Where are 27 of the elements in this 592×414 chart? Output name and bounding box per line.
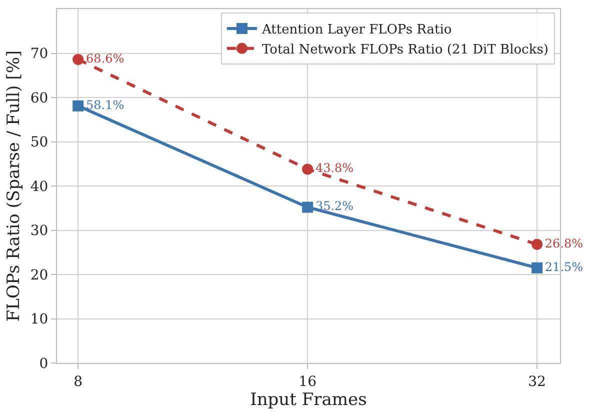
- y-tick-label: 40: [30, 178, 48, 195]
- x-tick-label: 8: [74, 374, 83, 390]
- point: [72, 54, 84, 65]
- x-axis-title: Input Frames: [250, 390, 367, 410]
- point: [302, 202, 314, 213]
- x-tick-label: 16: [298, 374, 317, 390]
- legend-label: Total Network FLOPs Ratio (21 DiT Blocks): [262, 42, 548, 58]
- data-label: 43.8%: [315, 161, 354, 176]
- legend-label: Attention Layer FLOPs Ratio: [260, 22, 452, 38]
- y-tick-label: 70: [30, 46, 48, 62]
- point: [532, 238, 543, 250]
- point: [532, 262, 543, 274]
- y-axis-title: FLOPs Ratio (Sparse / Full) [%]: [4, 50, 24, 322]
- y-tick-label: 30: [30, 223, 48, 240]
- y-tick-label: 50: [30, 134, 48, 151]
- point: [72, 100, 84, 112]
- data-label: 68.6%: [86, 51, 124, 66]
- data-label: 26.8%: [544, 236, 584, 250]
- y-tick-label: 60: [30, 90, 48, 106]
- y-tick-label: 10: [30, 312, 48, 328]
- point: [302, 164, 314, 175]
- x-tick-label: 32: [528, 374, 546, 390]
- data-label: 35.2%: [315, 199, 354, 214]
- y-tick-label: 20: [30, 267, 48, 284]
- y-tick-label: 0: [39, 356, 48, 372]
- data-label: 21.5%: [544, 260, 584, 274]
- data-label: 58.1%: [86, 98, 124, 112]
